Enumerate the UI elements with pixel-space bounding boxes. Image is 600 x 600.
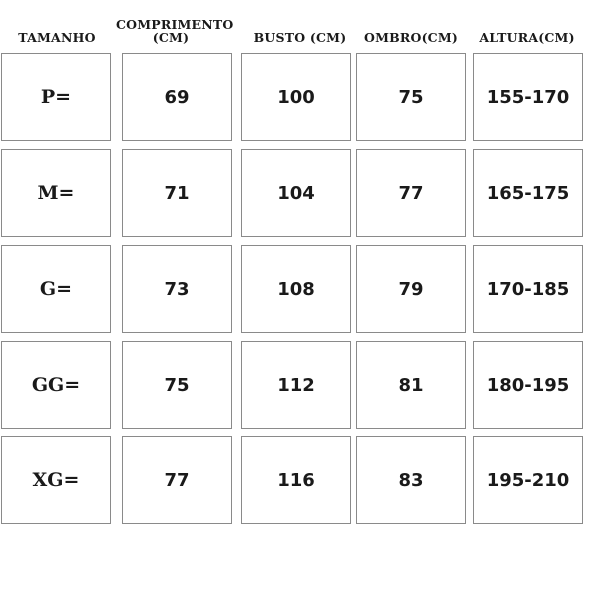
cell-length: 73 — [122, 245, 232, 333]
cell-shoulder: 75 — [356, 53, 466, 141]
cell-size: G= — [1, 245, 111, 333]
cell-shoulder: 79 — [356, 245, 466, 333]
cell-bust: 112 — [241, 341, 351, 429]
cell-shoulder: 81 — [356, 341, 466, 429]
cell-length: 77 — [122, 436, 232, 524]
cell-size: XG= — [1, 436, 111, 524]
cell-bust: 116 — [241, 436, 351, 524]
cell-length: 75 — [122, 341, 232, 429]
cell-shoulder: 77 — [356, 149, 466, 237]
header-height: ALTURA(CM) — [479, 30, 575, 45]
header-length: COMPRIMENTO (CM) — [116, 17, 234, 45]
cell-height: 155-170 — [473, 53, 583, 141]
cell-height: 170-185 — [473, 245, 583, 333]
cell-height: 180-195 — [473, 341, 583, 429]
cell-length: 71 — [122, 149, 232, 237]
header-shoulder: OMBRO(CM) — [364, 30, 458, 45]
cell-shoulder: 83 — [356, 436, 466, 524]
cell-bust: 108 — [241, 245, 351, 333]
header-size: TAMANHO — [18, 30, 96, 45]
cell-height: 165-175 — [473, 149, 583, 237]
cell-length: 69 — [122, 53, 232, 141]
cell-size: GG= — [1, 341, 111, 429]
cell-height: 195-210 — [473, 436, 583, 524]
cell-size: M= — [1, 149, 111, 237]
header-bust: BUSTO (CM) — [253, 30, 347, 45]
cell-size: P= — [1, 53, 111, 141]
cell-bust: 100 — [241, 53, 351, 141]
cell-bust: 104 — [241, 149, 351, 237]
